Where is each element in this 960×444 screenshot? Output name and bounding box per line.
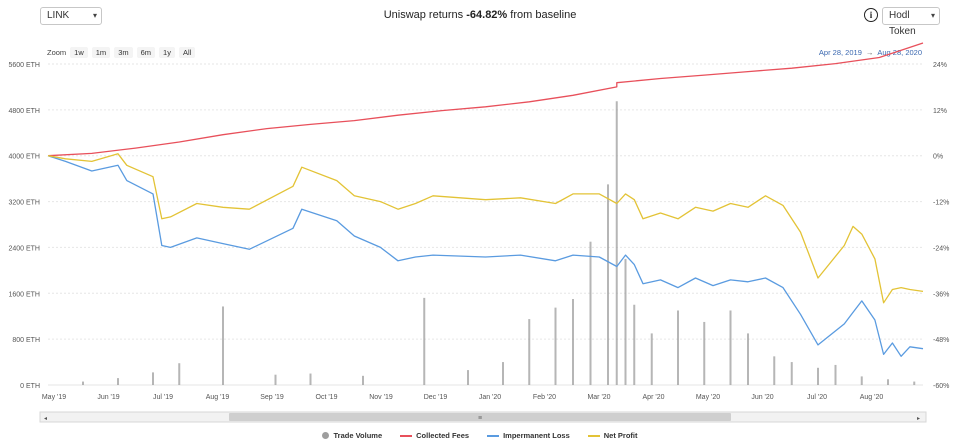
scrollbar-grip-icon: ≡: [478, 415, 482, 422]
scroll-left-icon[interactable]: ◂: [44, 416, 47, 422]
legend-item-net-profit[interactable]: Net Profit: [587, 431, 638, 440]
legend-item-impermanent-loss[interactable]: Impermanent Loss: [487, 431, 570, 440]
legend-label: Collected Fees: [416, 431, 470, 440]
token-select-value: LINK: [47, 10, 70, 21]
token-select[interactable]: LINK ▾: [40, 7, 102, 25]
chevron-down-icon: ▾: [930, 11, 935, 20]
legend-label: Impermanent Loss: [503, 431, 570, 440]
legend-symbol: [587, 434, 600, 437]
scrollbar-thumb[interactable]: [229, 413, 731, 421]
chart-legend: Trade Volume Collected Fees Impermanent …: [0, 431, 960, 440]
info-circle-icon[interactable]: i: [864, 8, 878, 22]
headline-prefix: Uniswap returns: [383, 9, 467, 21]
legend-symbol: [487, 434, 500, 437]
chevron-down-icon: ▾: [92, 11, 97, 20]
mode-select[interactable]: Hodl Token ▾: [882, 7, 940, 37]
legend-label: Net Profit: [603, 431, 638, 440]
mode-select-value: Hodl Token: [889, 10, 916, 37]
returns-headline: Uniswap returns -64.82% from baseline: [0, 9, 960, 21]
legend-item-collected-fees[interactable]: Collected Fees: [400, 431, 469, 440]
legend-label: Trade Volume: [333, 431, 383, 440]
scroll-right-icon[interactable]: ▸: [917, 416, 920, 422]
legend-symbol: [400, 434, 413, 437]
headline-suffix: from baseline: [507, 9, 577, 21]
headline-value: -64.82%: [466, 9, 508, 21]
legend-symbol: [322, 432, 330, 439]
legend-item-trade-volume[interactable]: Trade Volume: [322, 431, 382, 440]
